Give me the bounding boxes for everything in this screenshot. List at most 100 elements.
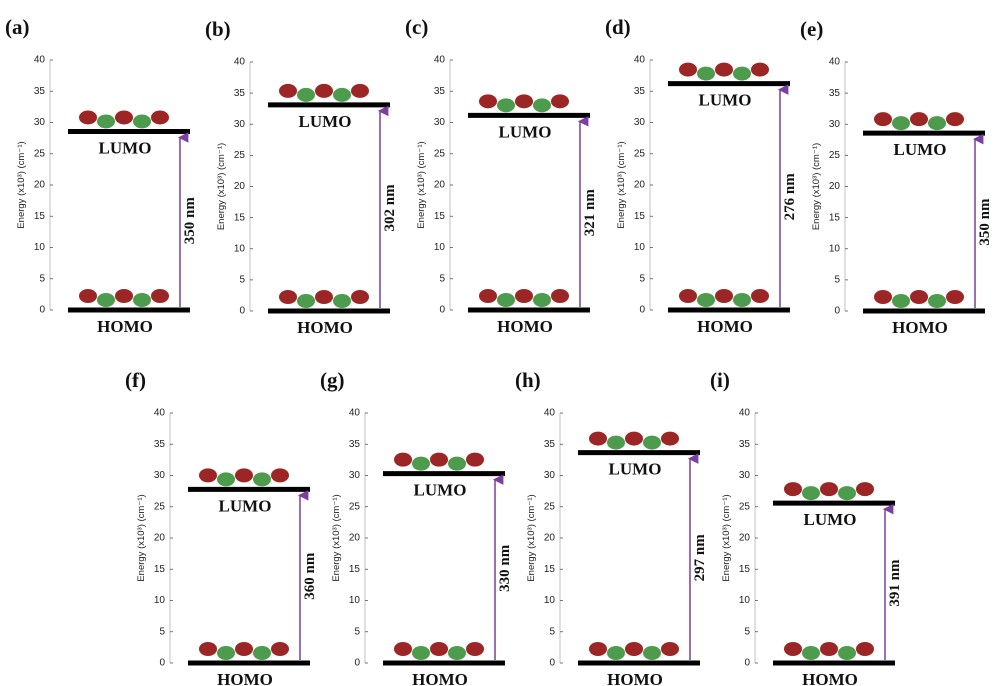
orbital-lobe [199, 468, 217, 483]
orbital-lobe [97, 293, 115, 307]
level-label: LUMO [299, 112, 352, 131]
y-tick-label: 5 [549, 626, 555, 637]
transition-label: 276 nm [782, 173, 798, 221]
y-tick-label: 5 [239, 275, 245, 286]
panel-label: (c) [405, 15, 428, 39]
y-tick-label: 25 [349, 501, 361, 512]
orbital-lobe [697, 66, 715, 81]
y-tick-label: 30 [634, 117, 646, 128]
level-label: HOMO [697, 317, 753, 336]
orbital-lobe [589, 431, 607, 446]
y-tick-label: 40 [544, 408, 556, 419]
orbital-lobe [838, 486, 856, 501]
y-tick-label: 35 [634, 86, 646, 97]
orbital-lobe [271, 642, 289, 656]
orbital-lobe [643, 646, 661, 660]
orbital-lobe [394, 452, 412, 467]
level-label: LUMO [99, 138, 152, 157]
y-tick-label: 15 [544, 564, 556, 575]
y-tick-label: 0 [354, 658, 360, 669]
orbital-lobe [333, 87, 351, 102]
orbital-lobe [661, 431, 679, 446]
y-tick-label: 30 [739, 470, 751, 481]
orbital-lobe [820, 642, 838, 656]
y-tick-label: 25 [739, 501, 751, 512]
y-tick-label: 30 [234, 119, 246, 130]
orbital-lobe [235, 468, 253, 483]
orbital-lobe [479, 289, 497, 303]
orbital-lobe [115, 110, 133, 125]
orbital-lobe [515, 94, 533, 109]
transition-label: 297 nm [692, 534, 708, 582]
y-tick-label: 5 [39, 273, 45, 284]
orbital-lobe [589, 642, 607, 656]
y-tick-label: 30 [349, 470, 361, 481]
orbital-lobe [97, 114, 115, 129]
panel-label: (a) [5, 15, 30, 39]
orbital-lobe [607, 435, 625, 450]
orbital-lobe [430, 452, 448, 467]
y-tick-label: 25 [234, 150, 246, 161]
orbital-lobe [497, 98, 515, 113]
y-tick-label: 30 [829, 119, 841, 130]
orbital-lobe [679, 62, 697, 77]
y-tick-label: 5 [744, 626, 750, 637]
orbital-lobe [217, 472, 235, 487]
level-label: HOMO [97, 317, 153, 336]
orbital-lobe [115, 289, 133, 303]
y-tick-label: 40 [829, 57, 841, 68]
y-tick-label: 25 [634, 148, 646, 159]
panel-label: (h) [515, 368, 541, 392]
y-tick-label: 15 [34, 211, 46, 222]
panel: (i) Energy (x10³) (cm⁻¹) 0 5 10 15 20 25 30 35 40 H… [710, 368, 903, 686]
y-tick-label: 10 [234, 243, 246, 254]
y-tick-label: 10 [634, 242, 646, 253]
panel: (f) Energy (x10³) (cm⁻¹) 0 5 10 15 20 25 30 35 40 H… [125, 368, 318, 686]
orbital-lobe [79, 289, 97, 303]
y-tick-label: 10 [829, 243, 841, 254]
orbital-lobe [892, 294, 910, 308]
y-tick-label: 40 [34, 55, 46, 66]
y-tick-label: 35 [829, 88, 841, 99]
y-tick-label: 10 [349, 595, 361, 606]
y-tick-label: 20 [154, 533, 166, 544]
orbital-lobe [874, 112, 892, 127]
y-tick-label: 0 [239, 306, 245, 317]
orbital-lobe [802, 486, 820, 501]
panel: (d) Energy (x10³) (cm⁻¹) 0 5 10 15 20 25 30 35 40 H… [605, 15, 798, 336]
orbital-lobe [430, 642, 448, 656]
orbital-lobe [607, 646, 625, 660]
orbital-lobe [315, 290, 333, 304]
y-tick-label: 20 [234, 181, 246, 192]
orbital-lobe [351, 290, 369, 304]
y-axis-title: Energy (x10³) (cm⁻¹) [216, 143, 227, 230]
y-tick-label: 20 [544, 533, 556, 544]
orbital-lobe [625, 642, 643, 656]
orbital-lobe [151, 110, 169, 125]
y-tick-label: 15 [234, 212, 246, 223]
level-label: LUMO [499, 122, 552, 141]
orbital-lobe [784, 482, 802, 497]
y-tick-label: 20 [434, 180, 446, 191]
y-tick-label: 0 [549, 658, 555, 669]
y-tick-label: 15 [829, 212, 841, 223]
orbital-lobe [715, 289, 733, 303]
y-tick-label: 25 [434, 148, 446, 159]
y-tick-label: 0 [834, 306, 840, 317]
orbital-lobe [253, 472, 271, 487]
y-tick-label: 35 [434, 86, 446, 97]
panel-label: (i) [710, 368, 730, 392]
y-tick-label: 25 [829, 150, 841, 161]
y-tick-label: 5 [834, 275, 840, 286]
level-label: HOMO [412, 670, 468, 686]
orbital-lobe [910, 112, 928, 127]
transition-label: 391 nm [887, 559, 903, 607]
y-axis-title: Energy (x10³) (cm⁻¹) [16, 141, 27, 228]
y-tick-label: 40 [634, 55, 646, 66]
level-label: HOMO [217, 670, 273, 686]
y-tick-label: 25 [154, 501, 166, 512]
y-tick-label: 20 [349, 533, 361, 544]
orbital-lobe [217, 646, 235, 660]
y-axis-title: Energy (x10³) (cm⁻¹) [811, 143, 822, 230]
